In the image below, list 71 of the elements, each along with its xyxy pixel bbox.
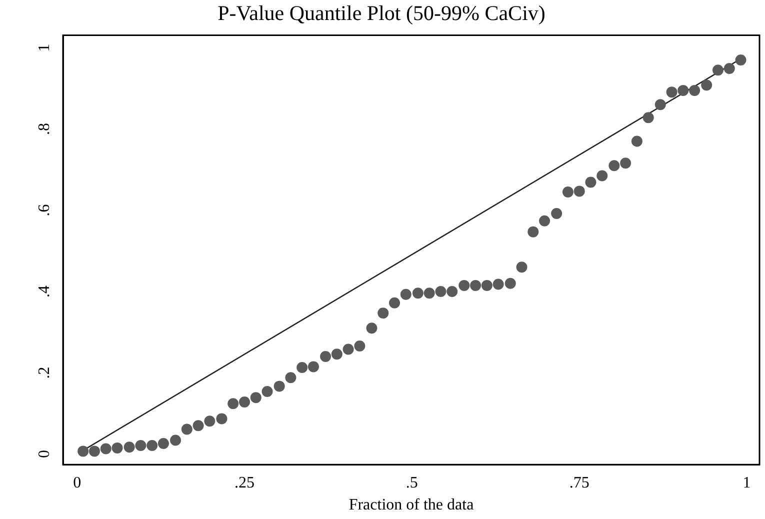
point	[608, 160, 620, 172]
x-tick-label: .75	[569, 474, 590, 492]
y-tick-label: .6	[36, 204, 54, 216]
point	[228, 398, 239, 410]
point	[678, 84, 689, 96]
chart-title: P-Value Quantile Plot (50-99% CaCiv)	[218, 1, 546, 26]
point	[146, 440, 158, 452]
point	[666, 86, 678, 98]
point	[354, 340, 366, 352]
point	[262, 386, 273, 397]
point	[470, 280, 482, 291]
point	[192, 420, 204, 432]
point	[296, 362, 308, 374]
y-tick-label: .2	[36, 366, 54, 379]
point	[274, 380, 285, 392]
point	[631, 136, 642, 147]
point	[735, 54, 746, 66]
point	[378, 308, 389, 319]
point	[100, 443, 112, 454]
point	[216, 413, 228, 424]
point	[504, 278, 516, 289]
point	[342, 344, 354, 355]
point	[112, 442, 123, 454]
point	[712, 64, 724, 76]
point	[551, 208, 562, 220]
point	[528, 226, 539, 238]
point	[724, 63, 735, 74]
point	[654, 99, 666, 110]
point	[158, 438, 169, 449]
y-tick-label: 1	[36, 44, 54, 52]
point	[446, 286, 458, 298]
point	[516, 262, 528, 273]
point	[562, 186, 574, 198]
point	[400, 288, 412, 300]
x-axis-title: Fraction of the data	[348, 496, 474, 514]
y-tick-label: .8	[36, 123, 54, 136]
x-tick-label: .25	[234, 474, 254, 492]
point	[620, 158, 632, 169]
point	[78, 446, 89, 457]
point	[238, 396, 250, 408]
point	[701, 80, 712, 91]
point	[481, 280, 492, 291]
point	[366, 322, 378, 334]
point	[170, 434, 182, 446]
point	[250, 392, 262, 404]
point	[320, 351, 332, 362]
point	[492, 278, 504, 290]
x-tick-label: 0	[73, 474, 82, 492]
point	[689, 84, 700, 96]
point	[458, 280, 470, 291]
point	[424, 288, 435, 299]
point	[389, 297, 400, 308]
point	[585, 176, 596, 188]
point	[308, 361, 319, 372]
point	[88, 446, 100, 457]
y-tick-label: 0	[36, 450, 54, 458]
x-tick-label: .5	[406, 474, 418, 492]
point	[596, 170, 608, 182]
x-tick-label: 1	[742, 474, 751, 492]
point	[574, 186, 585, 197]
point	[435, 286, 446, 298]
point	[124, 442, 135, 453]
point	[642, 112, 654, 124]
point	[135, 440, 146, 452]
point	[285, 372, 296, 384]
point	[331, 348, 342, 360]
point	[539, 215, 550, 226]
point	[412, 288, 424, 299]
point	[181, 424, 192, 435]
y-tick-label: .4	[36, 286, 54, 298]
point	[204, 416, 216, 427]
